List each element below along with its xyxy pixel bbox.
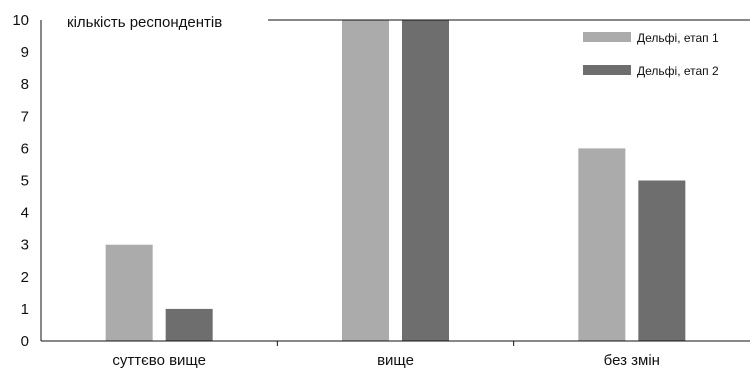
y-tick-label: 9 (21, 44, 29, 61)
y-tick-label: 8 (21, 76, 29, 93)
legend-swatch (583, 32, 631, 42)
bar-2-3 (638, 180, 686, 341)
legend-label: Дельфі, етап 1 (637, 31, 719, 45)
y-tick-label: 10 (12, 12, 29, 29)
y-tick-label: 5 (21, 173, 29, 190)
legend-swatch (583, 65, 631, 75)
axes (40, 19, 750, 342)
bar-1-1 (105, 244, 153, 341)
y-tick-label: 7 (21, 108, 29, 125)
y-axis-title: кількість респондентів (56, 11, 266, 31)
bar-2-1 (165, 308, 213, 341)
y-tick-label: 3 (21, 237, 29, 254)
legend: Дельфі, етап 1 Дельфі, етап 2 (583, 31, 719, 78)
legend-label: Дельфі, етап 2 (637, 64, 719, 78)
y-tick-label: 4 (21, 205, 29, 222)
y-tick-label: 0 (21, 333, 29, 350)
category-label: без змін (604, 352, 660, 369)
category-label: суттєво вище (112, 352, 206, 369)
y-tick-label: 2 (21, 269, 29, 286)
category-label: вище (377, 352, 414, 369)
y-axis-label: кількість респондентів (67, 14, 222, 31)
bar-2-2 (402, 20, 449, 341)
bar-1-3 (578, 148, 626, 341)
category-labels: суттєво вище вище без змін (112, 352, 660, 369)
y-tick-label: 1 (21, 301, 29, 318)
bar-groups (105, 20, 686, 341)
y-tick-labels: 0 1 2 3 4 5 6 7 8 9 10 (12, 12, 29, 350)
y-tick-label: 6 (21, 140, 29, 157)
bar-1-2 (342, 20, 389, 341)
x-tick-marks (276, 341, 515, 346)
